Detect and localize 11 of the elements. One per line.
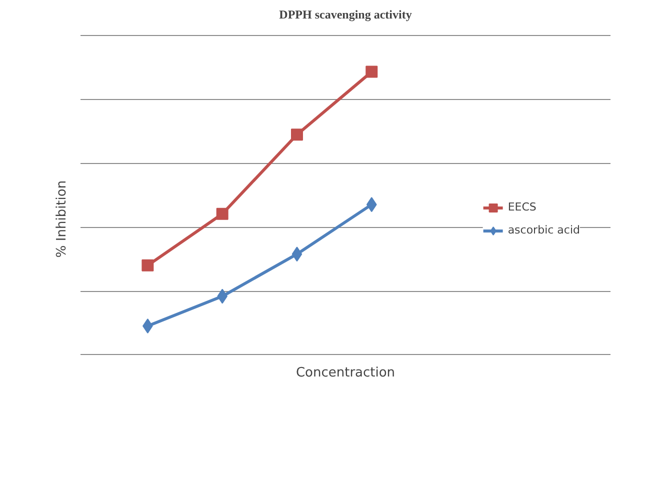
- legend-label: ascorbic acid: [508, 224, 580, 236]
- point: [142, 259, 154, 272]
- y-axis-title: % Inhibition: [54, 180, 70, 258]
- x-axis-title: Concentraction: [296, 366, 396, 380]
- chart-title: DPPH scavenging activity: [279, 8, 412, 22]
- legend-label: EECS: [508, 200, 536, 214]
- point: [292, 246, 302, 262]
- point: [290, 128, 303, 141]
- point: [366, 66, 378, 78]
- point: [366, 197, 377, 212]
- point: [216, 208, 228, 220]
